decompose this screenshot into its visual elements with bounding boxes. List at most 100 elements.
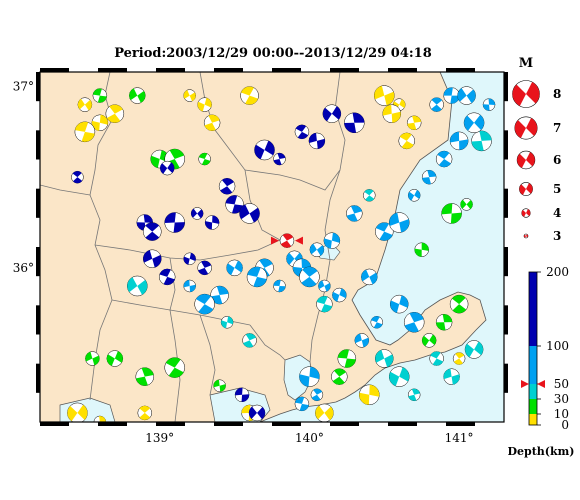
depth-tick-label: 30: [554, 392, 569, 406]
depth-scale-frame: [528, 271, 538, 426]
frame-tick-left: [36, 72, 40, 102]
quake-mechanism-50-100: [323, 232, 341, 249]
quake-mechanism-30-50: [375, 349, 394, 368]
depth-band-10-30: [529, 399, 537, 414]
magnitude-legend-label: 8: [553, 87, 561, 101]
quake-mechanism-50-100: [482, 98, 496, 111]
quake-mechanism-50-100: [226, 259, 243, 277]
depth-scale-title: Depth(km): [508, 445, 575, 458]
magnitude-legend-label: 4: [553, 206, 561, 220]
quake-mechanism-10-30: [198, 152, 211, 166]
quake-mechanism-10-30: [460, 198, 473, 211]
quake-mechanism-10-30: [435, 314, 453, 331]
magnitude-legend-symbol: [521, 208, 531, 218]
quake-mechanism-30-50: [388, 366, 410, 387]
quake-mechanism-50-100: [429, 97, 444, 112]
y-tick-label: 37°: [13, 80, 34, 94]
quake-mechanism-50-100: [309, 242, 325, 257]
frame-tick-top: [330, 68, 359, 72]
frame-tick-top: [98, 68, 127, 72]
magnitude-legend-symbol: [523, 233, 529, 239]
frame-tick-bottom: [40, 422, 69, 426]
magnitude-legend-label: 3: [553, 229, 561, 243]
quake-mechanism-10-30: [164, 148, 185, 170]
quake-mechanism-50-100: [210, 285, 229, 305]
quake-mechanism-50-100: [449, 131, 469, 151]
magnitude-legend-symbol: [512, 80, 540, 108]
quake-mechanism-100-200: [71, 170, 84, 184]
quake-mechanism-30-50: [316, 295, 333, 313]
highlight-marker-right: [294, 236, 303, 245]
quake-mechanism-100-200: [197, 260, 212, 276]
quake-mechanism-10-30: [135, 367, 155, 386]
quake-mechanism-10-30: [331, 368, 348, 385]
quake-mechanism-0-10: [91, 114, 109, 132]
quake-mechanism-50-100: [273, 279, 286, 293]
quake-mechanism-100-200: [234, 387, 250, 403]
quake-mechanism-30-50: [363, 189, 376, 202]
quake-mechanism-100-200: [239, 203, 260, 224]
quake-mechanism-10-30: [85, 351, 100, 366]
quake-mechanism-100-200: [322, 104, 342, 123]
depth-tick-label: 10: [554, 407, 569, 421]
frame-tick-bottom: [156, 422, 185, 426]
highlighted-event-mechanism: [279, 233, 295, 248]
frame-tick-right: [504, 130, 508, 160]
x-tick-label: 140°: [295, 431, 324, 445]
quake-mechanism-10-30: [213, 379, 226, 392]
quake-mechanism-10-30: [164, 357, 185, 378]
quake-mechanism-30-50: [127, 275, 148, 297]
quake-mechanism-50-100: [294, 396, 310, 412]
depth-tick-label: 100: [546, 339, 569, 353]
frame-tick-top: [272, 68, 301, 72]
quake-mechanism-0-10: [183, 89, 196, 102]
depth-band-30-50: [529, 384, 537, 399]
quake-mechanism-100-200: [158, 268, 176, 286]
magnitude-legend: M 8 7 6 5 4 3: [512, 56, 561, 243]
quake-mechanism-100-200: [248, 404, 266, 422]
depth-marker-right-triangle: [537, 380, 545, 388]
quake-mechanism-50-100: [318, 279, 331, 293]
quake-mechanism-50-100: [183, 279, 196, 293]
quake-mechanism-50-100: [388, 212, 410, 233]
quake-mechanism-100-200: [273, 152, 286, 166]
frame-tick-bottom: [214, 422, 243, 426]
quake-mechanism-50-100: [194, 293, 215, 315]
depth-tick-label: 50: [554, 377, 569, 391]
quake-mechanism-50-100: [332, 287, 347, 303]
quake-mechanism-50-100: [370, 316, 384, 329]
x-tick-label: 139°: [145, 431, 174, 445]
quake-mechanism-100-200: [225, 195, 244, 214]
quake-mechanism-0-10: [93, 415, 107, 422]
frame-tick-bottom: [330, 422, 359, 426]
quake-mechanism-0-10: [77, 97, 93, 112]
quake-mechanism-0-10: [137, 405, 153, 421]
magnitude-legend-symbol: [514, 116, 538, 140]
quake-mechanism-100-200: [294, 124, 310, 140]
quake-mechanism-30-50: [242, 333, 257, 348]
quake-mechanism-100-200: [164, 212, 185, 233]
frame-tick-bottom: [98, 422, 127, 426]
quake-mechanism-100-200: [143, 222, 162, 241]
quake-mechanism-100-200: [308, 132, 326, 150]
tokyo-bay: [283, 354, 313, 401]
map-panel: [40, 72, 504, 422]
quake-mechanism-10-30: [449, 294, 469, 314]
depth-tick-label: 0: [561, 418, 569, 432]
quake-mechanism-10-30: [129, 87, 146, 104]
frame-tick-top: [156, 68, 185, 72]
quake-mechanism-50-100: [246, 266, 268, 288]
quake-mechanism-50-100: [463, 112, 485, 134]
quake-mechanism-0-10: [203, 114, 221, 132]
frame-tick-left: [36, 130, 40, 160]
frame-tick-left: [36, 305, 40, 335]
depth-band-50-100: [529, 346, 537, 384]
quake-mechanism-100-200: [254, 139, 275, 161]
frame-tick-right: [504, 72, 508, 102]
frame-tick-left: [36, 363, 40, 393]
frame-tick-right: [504, 188, 508, 218]
magnitude-legend-label: 5: [553, 182, 561, 196]
quake-mechanism-100-200: [204, 215, 220, 230]
